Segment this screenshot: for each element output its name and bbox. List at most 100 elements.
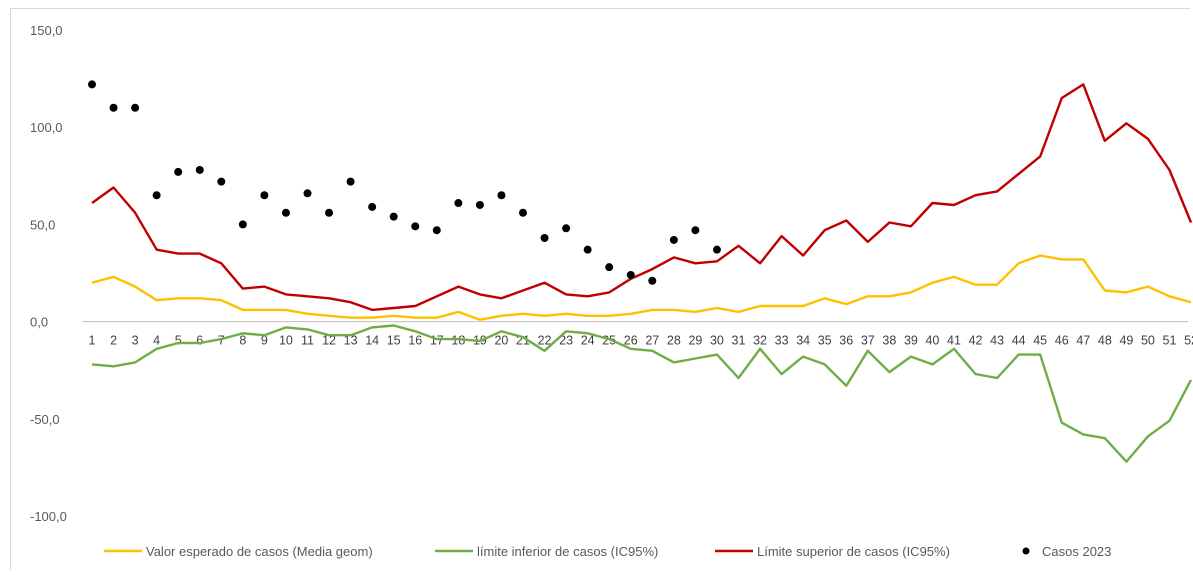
x-tick-label: 17 [430,334,444,348]
x-tick-label: 35 [818,334,832,348]
series-limite-inferior-de-casos-ic95 [91,324,1193,463]
series-limite-superior-de-casos-ic95 [91,83,1193,312]
data-point [109,103,118,112]
x-tick-label: 27 [645,334,659,348]
x-axis-ticks: 1 2 3 4 5 6 7 8 9 10 11 12 13 14 15 16 17 18 19 20 21 22 23 24 2… [89,334,1193,348]
data-point [519,208,527,217]
data-point [325,208,334,217]
data-point [411,222,420,231]
legend-item: Valor esperado de casos (Media geom) [104,544,373,559]
x-tick-label: 33 [775,334,789,348]
data-point [562,224,571,233]
x-tick-label: 24 [581,334,595,348]
series-line [91,254,1192,321]
x-tick-label: 41 [947,334,961,348]
x-tick-label: 4 [153,334,160,348]
data-point [88,80,96,89]
x-tick-label: 13 [344,334,358,348]
data-point [152,191,161,200]
x-tick-label: 22 [538,334,552,348]
x-tick-label: 7 [218,334,225,348]
data-point [389,212,398,221]
x-tick-label: 1 [89,334,96,348]
x-tick-label: 42 [969,334,983,348]
data-point [281,208,290,217]
x-tick-label: 10 [279,334,293,348]
y-tick-label: 0,0 [30,315,48,330]
x-tick-label: 2 [110,334,117,348]
x-tick-label: 50 [1141,334,1155,348]
legend-label: Límite superior de casos (IC95%) [757,544,950,559]
data-point [669,235,678,244]
x-tick-label: 34 [796,334,810,348]
x-tick-label: 14 [365,334,379,348]
x-tick-label: 18 [451,334,465,348]
data-point [346,177,355,186]
y-tick-label: -100,0 [30,509,67,524]
legend-label: Valor esperado de casos (Media geom) [146,544,373,559]
data-point [174,167,183,176]
data-point [626,270,635,279]
data-point [691,226,700,235]
x-tick-label: 16 [408,334,422,348]
y-tick-label: 50,0 [30,217,55,232]
x-tick-label: 8 [239,334,246,348]
legend-item: Casos 2023 [1022,544,1111,559]
y-tick-label: 150,0 [30,23,63,38]
x-tick-label: 28 [667,334,681,348]
x-tick-label: 12 [322,334,336,348]
legend-swatch [1022,547,1030,555]
series-casos-2023 [88,80,721,285]
x-tick-label: 45 [1033,334,1047,348]
y-tick-label: -50,0 [30,412,60,427]
legend-item: límite inferior de casos (IC95%) [435,544,658,559]
legend-item: Límite superior de casos (IC95%) [715,544,950,559]
data-point [605,263,614,272]
legend-label: límite inferior de casos (IC95%) [477,544,658,559]
series-layer [88,80,1193,463]
x-tick-label: 6 [196,334,203,348]
y-tick-label: 100,0 [30,120,63,135]
x-tick-label: 9 [261,334,268,348]
x-tick-label: 36 [839,334,853,348]
x-tick-label: 30 [710,334,724,348]
data-point [497,191,506,200]
data-point [195,165,204,174]
data-point [475,200,484,209]
x-tick-label: 47 [1076,334,1090,348]
x-tick-label: 40 [925,334,939,348]
legend: Valor esperado de casos (Media geom) lími… [104,544,1111,559]
data-point [260,191,269,200]
x-tick-label: 43 [990,334,1004,348]
y-axis-ticks: 150,0 100,0 50,0 0,0 -50,0 -100,0 [30,23,67,524]
x-tick-label: 20 [494,334,508,348]
x-tick-label: 49 [1119,334,1133,348]
x-tick-label: 31 [732,334,746,348]
x-tick-label: 3 [132,334,139,348]
series-line [91,83,1193,312]
x-tick-label: 38 [882,334,896,348]
x-tick-label: 5 [175,334,182,348]
data-point [131,103,140,112]
data-point [648,276,657,285]
x-tick-label: 39 [904,334,918,348]
legend-label: Casos 2023 [1042,544,1111,559]
data-point [217,177,226,186]
data-point [238,220,247,229]
series-line [91,324,1193,463]
x-tick-label: 37 [861,334,875,348]
x-tick-label: 44 [1012,334,1026,348]
data-point [540,234,549,243]
data-point [303,189,312,198]
data-point [712,245,721,254]
x-tick-label: 51 [1163,334,1177,348]
x-tick-label: 11 [301,334,314,348]
x-tick-label: 32 [753,334,767,348]
chart-frame [10,8,1190,570]
x-tick-label: 15 [387,334,401,348]
series-valor-esperado-de-casos-media-geom [91,254,1192,321]
x-tick-label: 29 [688,334,702,348]
data-point [432,226,441,235]
data-point [454,199,463,208]
